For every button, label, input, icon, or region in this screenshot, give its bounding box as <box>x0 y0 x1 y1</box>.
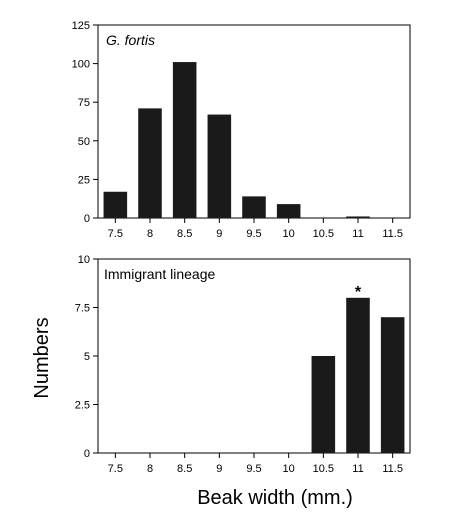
panel-immigrant-lineage: Immigrant lineage * 7.5 8 8.5 9 9.5 10 10.5 11 1… <box>75 254 411 475</box>
y-tick-label: 100 <box>72 59 90 71</box>
bar-7-5 <box>103 191 128 218</box>
bar-9-5 <box>242 196 266 218</box>
x-tick-label: 11.5 <box>382 228 403 240</box>
y-tick-label: 0 <box>84 448 90 460</box>
x-tick-label: 10 <box>283 463 295 475</box>
y-tick-label: 0 <box>84 213 90 225</box>
bar-8-5 <box>172 62 197 219</box>
tick-group: 7.5 8 8.5 9 9.5 10 10.5 11 11.5 0 25 50 75 100 125 <box>72 20 403 240</box>
tick-group: 7.5 8 8.5 9 9.5 10 10.5 11 11.5 0 2.5 5 7.5 10 <box>75 254 403 475</box>
y-tick-label: 7.5 <box>75 303 90 315</box>
x-tick-label: 10 <box>283 228 295 240</box>
y-tick-label: 50 <box>78 136 90 148</box>
bar-11 <box>346 216 370 218</box>
panel-g-fortis: G. fortis 7.5 8 8.5 9 9.5 10 10.5 11 11.5 0 25 50 75… <box>72 20 411 240</box>
x-tick-label: 11 <box>352 228 363 240</box>
x-tick-label: 9.5 <box>246 463 261 475</box>
x-tick-label: 11 <box>352 463 363 475</box>
panel-title: Immigrant lineage <box>104 266 215 282</box>
x-tick-label: 8 <box>147 228 153 240</box>
y-tick-label: 10 <box>78 254 90 266</box>
y-tick-label: 2.5 <box>75 400 90 412</box>
bar-9 <box>207 114 232 218</box>
bar-10-5 <box>311 356 336 453</box>
y-axis-title: Numbers <box>31 317 53 398</box>
x-tick-label: 8 <box>147 463 153 475</box>
y-tick-label: 5 <box>84 351 90 363</box>
x-tick-label: 10.5 <box>313 228 334 240</box>
bar-group <box>103 62 370 219</box>
panel-title: G. fortis <box>106 32 155 48</box>
x-tick-label: 11.5 <box>382 463 403 475</box>
y-tick-label: 25 <box>78 174 90 186</box>
bar-10 <box>276 204 301 218</box>
bar-8 <box>138 108 162 218</box>
x-tick-label: 9 <box>216 228 222 240</box>
bar-11 <box>346 297 370 453</box>
x-tick-label: 8.5 <box>177 463 192 475</box>
x-tick-label: 10.5 <box>313 463 334 475</box>
bar-group: * <box>311 284 405 453</box>
x-tick-label: 7.5 <box>108 463 123 475</box>
significance-asterisk: * <box>355 284 362 301</box>
x-axis-title: Beak width (mm.) <box>197 487 353 509</box>
bar-11-5 <box>380 317 405 453</box>
y-tick-label: 75 <box>78 97 90 109</box>
x-tick-label: 8.5 <box>177 228 192 240</box>
x-tick-label: 7.5 <box>108 228 123 240</box>
x-tick-label: 9.5 <box>246 228 261 240</box>
x-tick-label: 9 <box>216 463 222 475</box>
y-tick-label: 125 <box>72 20 90 32</box>
